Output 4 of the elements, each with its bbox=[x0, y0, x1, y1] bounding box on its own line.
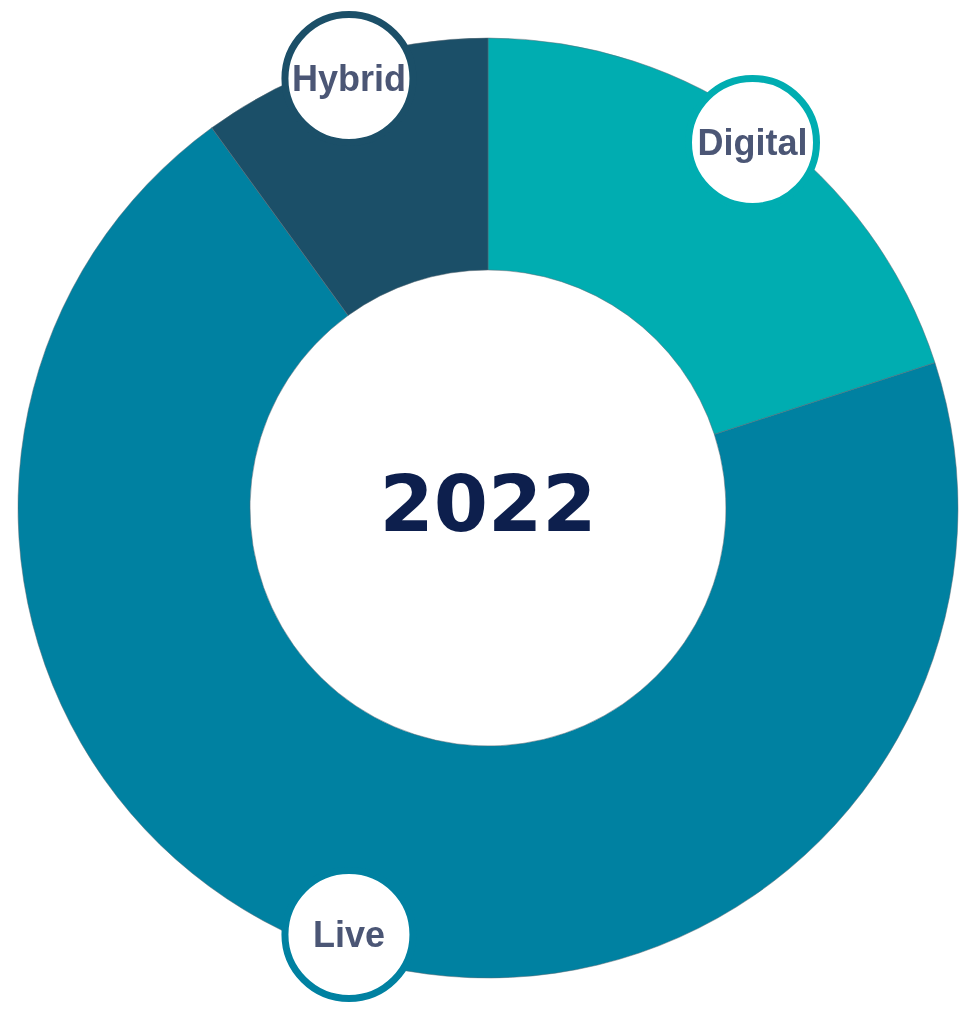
text: 2022 bbox=[379, 459, 597, 549]
slice-label: Digital bbox=[697, 121, 808, 163]
slice-label: Live bbox=[312, 913, 385, 955]
slice-label: Hybrid bbox=[291, 58, 406, 100]
